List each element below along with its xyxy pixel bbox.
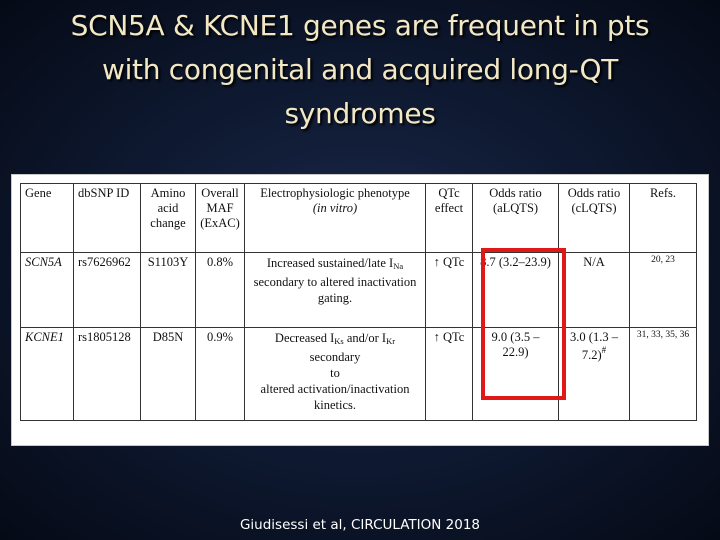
cell-or-clqts: 3.0 (1.3 – 7.2)#	[558, 327, 630, 421]
pheno-line-1c: secondary	[309, 350, 361, 364]
cell-qtc: ↑ QTc	[425, 327, 473, 421]
table-row: SCN5A rs7626962 S1103Y 0.8% Increased su…	[20, 252, 697, 328]
or-c-line-1: 3.0 (1.3 –	[570, 330, 618, 344]
title-line-3: syndromes	[284, 97, 436, 130]
cell-amino: D85N	[140, 327, 196, 421]
pheno-line-2: to	[330, 366, 340, 380]
cell-dbsnp: rs1805128	[73, 327, 141, 421]
header-gene: Gene	[20, 183, 74, 253]
table-row: KCNE1 rs1805128 D85N 0.9% Decreased IKs …	[20, 327, 697, 421]
cell-qtc: ↑ QTc	[425, 252, 473, 328]
header-refs: Refs.	[629, 183, 697, 253]
header-maf-line-1: Overall	[201, 186, 239, 200]
header-pheno-line-2: (in vitro)	[312, 201, 358, 215]
header-maf: Overall MAF (ExAC)	[195, 183, 245, 253]
table-header-row: Gene dbSNP ID Amino acid change Overall …	[20, 183, 697, 253]
header-or-c-line-1: Odds ratio	[567, 186, 621, 200]
variant-table: Gene dbSNP ID Amino acid change Overall …	[20, 183, 697, 421]
pheno-subscript-kr: Kr	[386, 336, 396, 346]
cell-or-alqts: 8.7 (3.2–23.9)	[472, 252, 559, 328]
or-c-line-2: 7.2)	[581, 348, 602, 362]
header-amino-line-2: acid	[157, 201, 179, 215]
cell-or-alqts: 9.0 (3.5 – 22.9)	[472, 327, 559, 421]
cell-or-clqts: N/A	[558, 252, 630, 328]
pheno-line-3: altered activation/inactivation	[260, 382, 410, 396]
header-maf-line-3: (ExAC)	[200, 216, 240, 230]
title-line-1: SCN5A & KCNE1 genes are frequent in pts	[70, 9, 650, 42]
pheno-line-4: kinetics.	[313, 398, 356, 412]
cell-gene: KCNE1	[20, 327, 74, 421]
slide-title: SCN5A & KCNE1 genes are frequent in pts …	[10, 4, 710, 136]
header-or-alqts: Odds ratio (aLQTS)	[472, 183, 559, 253]
header-dbsnp: dbSNP ID	[73, 183, 141, 253]
pheno-subscript-ks: Ks	[334, 336, 344, 346]
table-image-frame: Gene dbSNP ID Amino acid change Overall …	[11, 174, 709, 446]
or-c-superscript: #	[601, 345, 607, 355]
cell-refs: 31, 33, 35, 36	[629, 327, 697, 421]
header-qtc-line-1: QTc	[438, 186, 460, 200]
cell-amino: S1103Y	[140, 252, 196, 328]
header-or-a-line-1: Odds ratio	[489, 186, 542, 200]
citation: Giudisessi et al, CIRCULATION 2018	[239, 517, 481, 533]
pheno-subscript: Na	[393, 261, 404, 271]
header-or-c-line-2: (cLQTS)	[571, 201, 617, 215]
cell-gene: SCN5A	[20, 252, 74, 328]
cell-maf: 0.8%	[195, 252, 245, 328]
header-phenotype: Electrophysiologic phenotype (in vitro)	[244, 183, 426, 253]
pheno-line-1: Increased sustained/late I	[266, 256, 394, 270]
header-qtc: QTc effect	[425, 183, 473, 253]
header-amino-acid: Amino acid change	[140, 183, 196, 253]
header-maf-line-2: MAF	[206, 201, 234, 215]
header-amino-line-1: Amino	[150, 186, 186, 200]
pheno-line-2: secondary to altered inactivation	[253, 275, 417, 289]
title-line-2: with congenital and acquired long-QT	[101, 53, 619, 86]
header-dbsnp-label: dbSNP ID	[78, 186, 130, 200]
header-or-clqts: Odds ratio (cLQTS)	[558, 183, 630, 253]
header-or-a-line-2: (aLQTS)	[492, 201, 539, 215]
header-qtc-line-2: effect	[434, 201, 464, 215]
cell-phenotype: Increased sustained/late INa secondary t…	[244, 252, 426, 328]
header-pheno-line-1: Electrophysiologic phenotype	[260, 186, 410, 200]
header-gene-label: Gene	[25, 186, 52, 200]
cell-maf: 0.9%	[195, 327, 245, 421]
header-refs-label: Refs.	[649, 186, 677, 200]
pheno-line-3: gating.	[317, 291, 353, 305]
cell-phenotype: Decreased IKs and/or IKr secondary to al…	[244, 327, 426, 421]
cell-refs: 20, 23	[629, 252, 697, 328]
pheno-line-1b: and/or I	[343, 331, 387, 345]
cell-dbsnp: rs7626962	[73, 252, 141, 328]
header-amino-line-3: change	[150, 216, 186, 230]
pheno-line-1a: Decreased I	[274, 331, 335, 345]
